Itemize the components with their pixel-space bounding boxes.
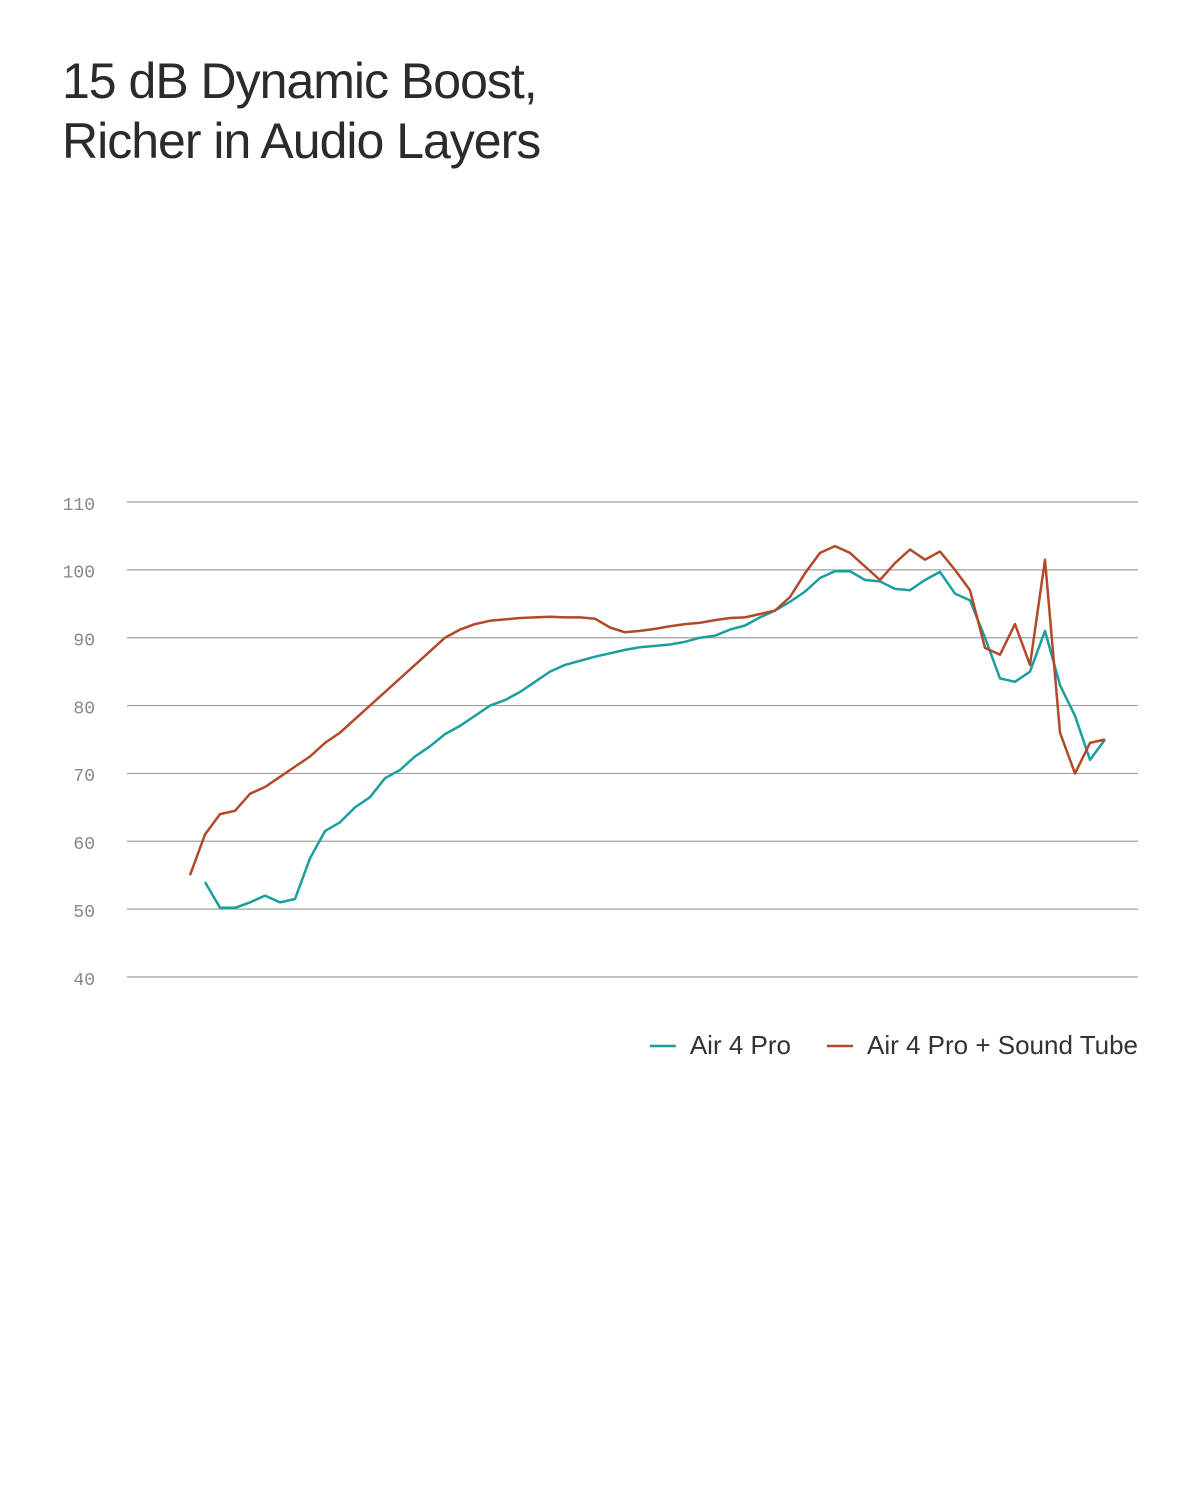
y-tick-label: 40 [73,971,95,991]
data-line [203,569,1107,910]
legend-label: Air 4 Pro + Sound Tube [867,1030,1138,1060]
y-tick-label: 110 [63,496,95,516]
legend-label: Air 4 Pro [690,1030,791,1060]
y-tick-label: 90 [73,631,95,651]
chart-title: Richer in Audio Layers [62,113,540,169]
y-tick-label: 100 [63,564,95,584]
y-tick-label: 70 [73,767,95,787]
data-line [188,544,1106,876]
chart-title: 15 dB Dynamic Boost, [62,53,537,109]
y-tick-label: 50 [73,903,95,923]
y-tick-label: 80 [73,699,95,719]
y-tick-label: 60 [73,835,95,855]
